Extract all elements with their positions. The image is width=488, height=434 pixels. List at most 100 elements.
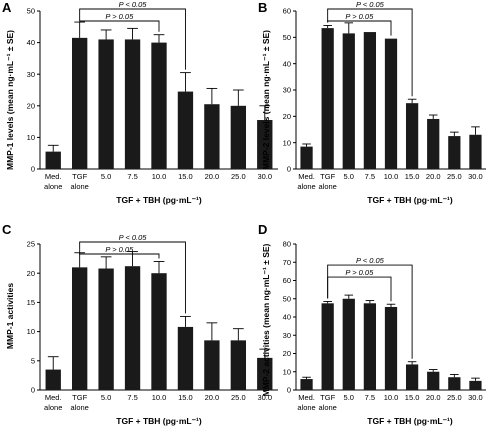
x-tick-label: alone (297, 182, 315, 191)
y-tick-label: 0 (287, 165, 291, 174)
x-tick-label: alone (70, 403, 88, 412)
significance-bracket (79, 241, 186, 314)
x-axis-label: TGF + TBH (pg·mL⁻¹) (116, 195, 202, 205)
panel-c: C MMP-1 activities TGF + TBH (pg·mL⁻¹) 0… (2, 222, 278, 426)
panel-letter: A (2, 0, 12, 15)
x-tick-label: 15.0 (405, 172, 420, 181)
x-tick-label: Med. (298, 172, 315, 181)
y-tick-label: 50 (283, 294, 291, 303)
bar (342, 298, 355, 390)
x-tick-label: TGF (72, 393, 87, 402)
x-tick-label: 30.0 (257, 393, 272, 402)
panel-a: A MMP-1 levels (mean ng·mL⁻¹ ± SE) TGF +… (2, 0, 278, 205)
x-tick-label: 5.0 (344, 393, 354, 402)
x-tick-label: 30.0 (468, 172, 483, 181)
y-tick-label: 25 (27, 240, 35, 249)
bar (300, 379, 313, 390)
panel-d: D MMP-2 activities (mean ng·mL⁻¹ ± SE) T… (258, 222, 486, 426)
y-tick-label: 60 (283, 276, 291, 285)
bar (384, 38, 398, 170)
panel-letter: C (2, 222, 12, 237)
significance-label: P > 0.05 (105, 245, 134, 254)
x-tick-label: 10.0 (152, 393, 167, 402)
bar (151, 273, 167, 390)
bar (469, 134, 482, 169)
x-tick-label: 15.0 (178, 172, 193, 181)
y-tick-label: 40 (283, 59, 291, 68)
bar (71, 37, 88, 169)
x-tick-label: 20.0 (426, 393, 441, 402)
y-tick-label: 80 (283, 240, 291, 249)
panel-letter: B (258, 0, 267, 15)
significance-bracket (79, 249, 160, 259)
x-tick-label: 25.0 (447, 172, 462, 181)
x-tick-label: alone (44, 182, 62, 191)
significance-label: P > 0.05 (345, 268, 374, 277)
bar (98, 39, 114, 169)
x-axis-label: TGF + TBH (pg·mL⁻¹) (367, 416, 453, 426)
y-tick-label: 40 (283, 313, 291, 322)
bar (124, 39, 141, 169)
x-tick-label: 7.5 (365, 172, 375, 181)
y-tick-label: 5 (31, 356, 35, 365)
x-tick-label: 15.0 (405, 393, 420, 402)
y-tick-label: 30 (283, 331, 291, 340)
x-tick-label: alone (318, 182, 336, 191)
x-tick-label: 25.0 (447, 393, 462, 402)
x-tick-label: TGF (72, 172, 87, 181)
y-tick-label: 10 (283, 367, 291, 376)
x-tick-label: alone (318, 403, 336, 412)
bar (363, 32, 377, 169)
significance-label: P < 0.05 (119, 233, 148, 242)
y-axis-label: MMP-2 levels (mean ng·mL⁻¹ ± SE) (261, 30, 271, 170)
y-tick-label: 0 (287, 386, 291, 395)
y-tick-label: 0 (31, 386, 35, 395)
bar (321, 28, 334, 169)
y-tick-label: 20 (283, 112, 291, 121)
x-tick-label: alone (297, 403, 315, 412)
bar (98, 268, 114, 390)
bar (257, 120, 273, 169)
significance-label: P < 0.05 (356, 0, 385, 9)
significance-bracket (79, 19, 160, 32)
y-tick-label: 10 (27, 327, 35, 336)
bar (257, 357, 273, 390)
y-tick-label: 20 (27, 101, 35, 110)
y-tick-label: 10 (283, 138, 291, 147)
x-tick-label: 25.0 (231, 172, 246, 181)
bar (342, 33, 355, 170)
x-tick-label: 20.0 (205, 172, 220, 181)
x-tick-label: 7.5 (127, 172, 137, 181)
y-axis-label: MMP-2 activities (mean ng·mL⁻¹ ± SE) (261, 243, 271, 396)
x-axis-label: TGF + TBH (pg·mL⁻¹) (367, 195, 453, 205)
bar (321, 303, 334, 390)
bar (177, 326, 194, 390)
significance-label: P < 0.05 (119, 0, 148, 9)
x-tick-label: Med. (45, 393, 62, 402)
y-tick-label: 0 (31, 165, 35, 174)
bar (384, 306, 398, 390)
bar (363, 303, 377, 390)
y-tick-label: 30 (283, 86, 291, 95)
bar (230, 340, 247, 390)
y-tick-label: 40 (27, 38, 35, 47)
x-tick-label: 10.0 (384, 393, 399, 402)
y-axis-label: MMP-1 activities (5, 283, 15, 349)
bar (124, 266, 141, 390)
x-tick-label: 10.0 (152, 172, 167, 181)
x-tick-label: 10.0 (384, 172, 399, 181)
bar (427, 118, 440, 169)
x-tick-label: 20.0 (426, 172, 441, 181)
x-tick-label: TGF (320, 172, 335, 181)
significance-bracket (327, 20, 392, 36)
x-tick-label: 5.0 (344, 172, 354, 181)
y-tick-label: 10 (27, 133, 35, 142)
bar (448, 377, 461, 390)
significance-label: P < 0.05 (356, 256, 385, 265)
x-tick-label: alone (70, 182, 88, 191)
bar (45, 369, 61, 390)
bar (71, 267, 88, 390)
bar (204, 340, 220, 390)
significance-label: P > 0.05 (345, 12, 374, 21)
